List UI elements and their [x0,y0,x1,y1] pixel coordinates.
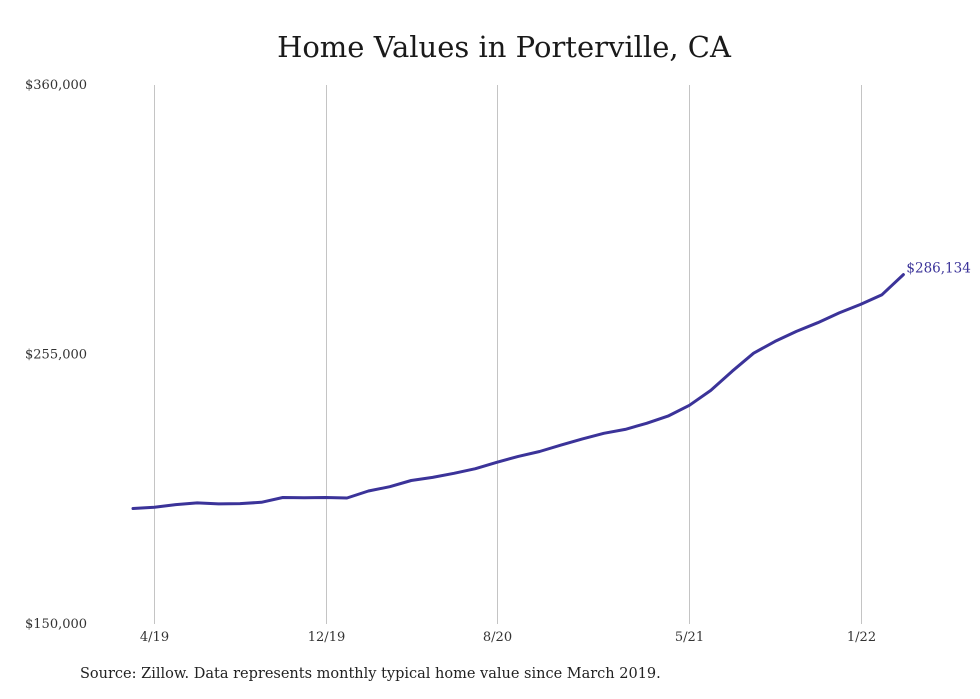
data-point [431,476,434,479]
y-tick-label: $255,000 [25,348,87,363]
data-point [752,352,755,355]
grid-layer [154,85,862,624]
label-layer: $286,134 [906,261,970,277]
data-point [688,404,691,407]
data-point [495,461,498,464]
data-point [602,432,605,435]
data-point [774,340,777,343]
data-point [667,415,670,418]
data-point [581,437,584,440]
data-point [239,502,242,505]
data-point [731,370,734,373]
x-tick-label: 4/19 [140,630,169,645]
data-point [260,501,263,504]
data-point [324,496,327,499]
data-point [709,389,712,392]
data-point [838,311,841,314]
x-tick-label: 12/19 [308,630,345,645]
axis-layer: 4/19 12/19 8/20 5/21 1/22 $150,000 $255,000 $36… [25,78,876,645]
data-point [410,479,413,482]
data-point [881,293,884,296]
data-point [453,472,456,475]
data-point [859,303,862,306]
chart-title: Home Values in Porterville, CA [277,30,731,64]
data-point [517,455,520,458]
source-note: Source: Zillow. Data represents monthly … [80,666,661,682]
series-line-0 [131,273,905,510]
data-point [174,503,177,506]
x-tick-label: 8/20 [483,630,512,645]
data-point [816,321,819,324]
data-point [217,502,220,505]
data-point [281,496,284,499]
data-point [624,428,627,431]
data-point [902,273,905,276]
y-tick-label: $150,000 [25,617,87,632]
data-point [795,330,798,333]
data-point [367,490,370,493]
x-tick-label: 1/22 [847,630,876,645]
x-tick-label: 5/21 [675,630,704,645]
data-point [196,501,199,504]
data-point [538,450,541,453]
data-point [153,506,156,509]
data-point [346,497,349,500]
data-point [303,496,306,499]
data-point [474,467,477,470]
data-point [388,485,391,488]
data-point [560,444,563,447]
y-tick-label: $360,000 [25,78,87,93]
end-value-label: $286,134 [906,261,970,277]
data-point [645,422,648,425]
data-point [132,507,135,510]
series-layer [131,273,905,510]
